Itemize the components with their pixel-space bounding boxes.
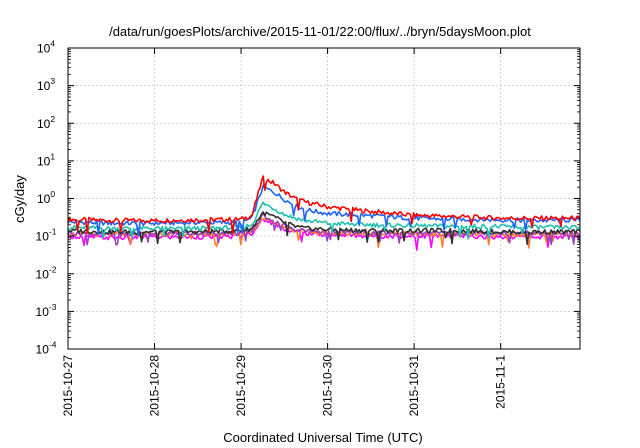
x-tick-label: 2015-11-1: [494, 355, 508, 409]
ticks: [67, 47, 580, 350]
x-tick-label: 2015-10-31: [407, 355, 421, 417]
y-axis-label: cGy/day: [12, 175, 27, 223]
y-tick-label: 104: [37, 39, 55, 56]
x-tick-labels: 2015-10-27 2015-10-28 2015-10-29 2015-10-30…: [61, 355, 508, 417]
y-tick-label: 102: [37, 114, 55, 131]
y-tick-labels: 10-4 10-3 10-2 10-1 100 101 102 103 104: [36, 39, 57, 357]
y-tick-label: 101: [37, 151, 55, 168]
y-tick-label: 10-3: [36, 302, 57, 319]
x-tick-label: 2015-10-28: [148, 355, 162, 417]
chart-title: /data/run/goesPlots/archive/2015-11-01/2…: [109, 24, 531, 39]
y-tick-label: 103: [37, 76, 55, 93]
y-tick-label: 10-4: [36, 340, 57, 357]
y-tick-label: 100: [37, 189, 55, 206]
series-layer: [67, 175, 581, 251]
series-line: [67, 175, 581, 235]
x-tick-label: 2015-10-29: [234, 355, 248, 417]
series-line: [67, 211, 581, 245]
x-axis-label: Coordinated Universal Time (UTC): [223, 430, 422, 445]
series-line: [67, 218, 581, 251]
grid: [68, 48, 580, 349]
series-line: [67, 201, 581, 240]
x-tick-label: 2015-10-30: [321, 355, 335, 417]
y-tick-label: 10-2: [36, 264, 57, 281]
x-tick-label: 2015-10-27: [61, 355, 75, 417]
y-tick-label: 10-1: [36, 227, 57, 244]
